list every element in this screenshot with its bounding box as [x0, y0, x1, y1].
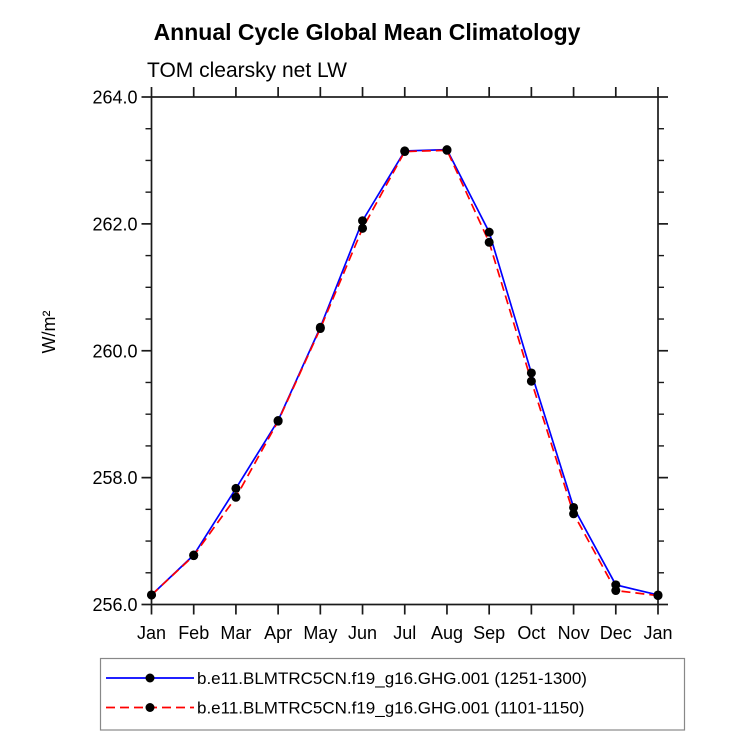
data-point-marker	[526, 368, 536, 378]
data-point-marker	[569, 502, 579, 512]
x-axis-tick-label: Dec	[600, 623, 632, 643]
y-axis-tick-label: 260.0	[92, 341, 137, 361]
legend-sample-marker	[145, 703, 155, 712]
x-axis-tick-label: Apr	[264, 623, 292, 643]
data-point-marker	[231, 492, 241, 502]
y-axis-tick-label: 264.0	[92, 88, 137, 108]
x-axis-tick-label: Sep	[473, 623, 505, 643]
data-point-marker	[526, 376, 536, 386]
y-axis: 256.0 258.0 260.0 262.0 264.0	[92, 88, 668, 615]
y-axis-tick-label: 256.0	[92, 595, 137, 615]
data-point-marker	[273, 416, 283, 426]
x-axis-tick-label: Jun	[348, 623, 377, 643]
data-point-marker	[189, 551, 199, 561]
x-axis-tick-label: Jul	[393, 623, 416, 643]
x-axis-tick-label: May	[303, 623, 337, 643]
legend-samples	[106, 673, 194, 712]
x-axis-tick-label: Jan	[643, 623, 672, 643]
data-point-marker	[442, 145, 452, 155]
legend: b.e11.BLMTRC5CN.f19_g16.GHG.001 (1251-13…	[99, 657, 686, 731]
data-point-marker	[358, 223, 368, 233]
legend-entry-label-1: b.e11.BLMTRC5CN.f19_g16.GHG.001 (1251-13…	[197, 669, 587, 688]
x-axis-tick-label: Nov	[558, 623, 590, 643]
y-axis-tick-label: 258.0	[92, 468, 137, 488]
x-axis: Jan Feb Mar Apr May Jun Jul Aug Sep Oct Nov Dec Jan	[137, 87, 673, 643]
data-point-marker	[147, 590, 156, 600]
series-group	[147, 145, 663, 601]
x-axis-tick-label: Jan	[137, 623, 166, 643]
data-point-marker	[653, 591, 663, 601]
x-axis-tick-label: Mar	[220, 623, 251, 643]
x-axis-tick-label: Oct	[517, 623, 545, 643]
series-line-dashed	[150, 149, 659, 597]
data-point-marker	[569, 509, 579, 519]
data-point-marker	[400, 147, 410, 157]
y-axis-label: W/m²	[39, 311, 59, 354]
data-point-marker	[315, 324, 325, 334]
data-point-marker	[484, 227, 494, 237]
x-axis-tick-label: Aug	[431, 623, 463, 643]
data-point-marker	[358, 216, 368, 226]
data-point-marker	[611, 586, 621, 596]
data-point-marker	[484, 237, 494, 247]
data-point-marker	[231, 483, 241, 493]
plot-frame	[150, 96, 659, 606]
chart-subtitle: TOM clearsky net LW	[147, 59, 347, 82]
legend-box	[99, 657, 686, 731]
legend-sample-marker	[145, 673, 155, 683]
x-axis-tick-label: Feb	[178, 623, 209, 643]
legend-entry-label-2: b.e11.BLMTRC5CN.f19_g16.GHG.001 (1101-11…	[197, 699, 584, 718]
y-axis-tick-label: 262.0	[92, 214, 137, 234]
chart-title: Annual Cycle Global Mean Climatology	[154, 19, 581, 45]
